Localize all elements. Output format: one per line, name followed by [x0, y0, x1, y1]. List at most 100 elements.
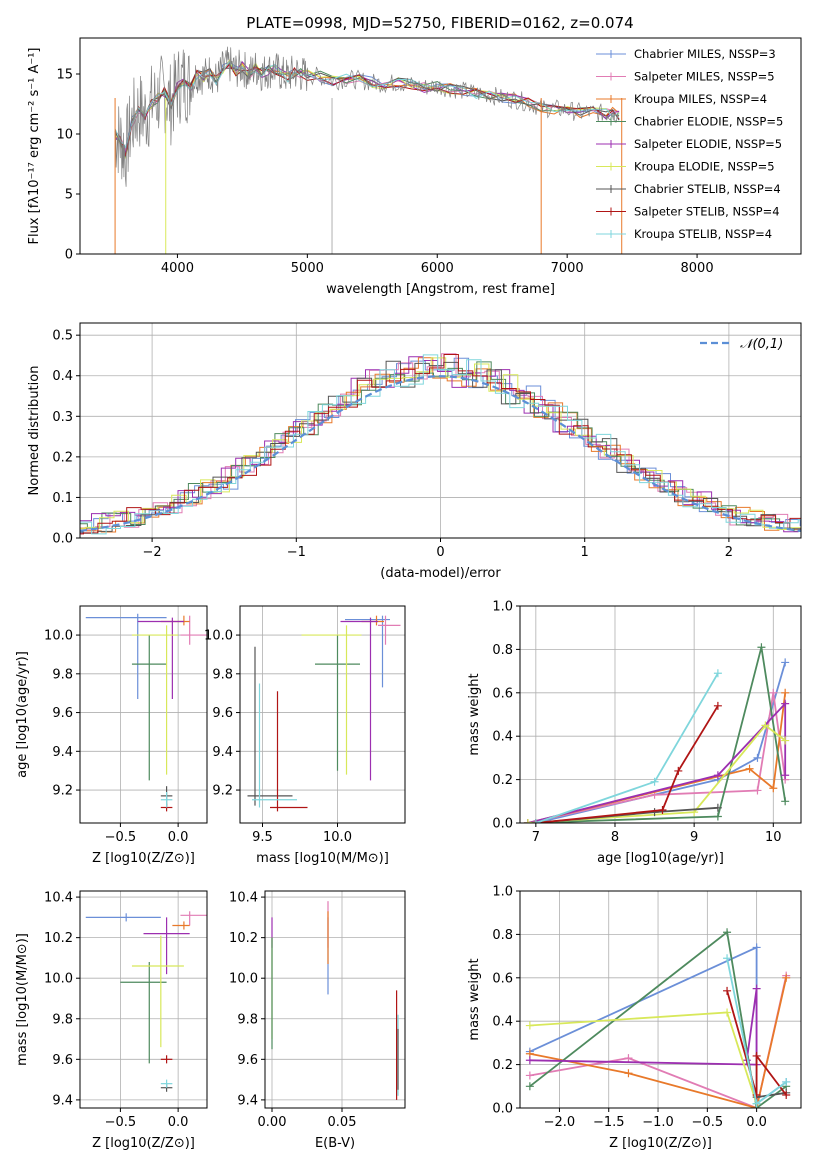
mass-weight-line: [527, 692, 787, 823]
x-tick-label: −0.5: [692, 1115, 724, 1130]
x-tick-label: −2: [143, 545, 162, 560]
y-tick-label: 9.4: [237, 1093, 258, 1108]
mass-weight-marker: [723, 928, 732, 937]
y-tick-label: 9.6: [212, 706, 233, 721]
plot-area-age-vs-Z: [85, 613, 207, 812]
mass-weight-marker: [781, 797, 790, 806]
y-tick-label: 9.6: [237, 1053, 258, 1068]
legend-label: Chabrier MILES, NSSP=3: [634, 47, 776, 61]
y-tick-label: 0.0: [52, 532, 73, 547]
y-tick-label: 0.4: [52, 369, 73, 384]
axes-frame: [264, 890, 406, 1109]
y-tick-label: 0: [65, 248, 73, 263]
axes-frame: [519, 890, 802, 1109]
x-tick-label: 9: [690, 830, 698, 845]
x-tick-label: −1.0: [642, 1115, 674, 1130]
y-tick-label: 1.0: [492, 885, 513, 900]
x-axis-label: Z [log10(Z/Z⊙)]: [92, 851, 195, 866]
y-axis-label: mass weight: [467, 673, 482, 755]
mass-weight-marker: [650, 777, 659, 786]
x-tick-label: 0.0: [168, 1115, 189, 1130]
mass-weight-line: [726, 990, 787, 1096]
x-tick-label: 2: [725, 545, 733, 560]
legend-marker: [607, 230, 615, 238]
x-tick-label: 9.5: [252, 830, 273, 845]
plot-area-mass-vs-Z: [85, 911, 207, 1092]
mass-weight-marker: [769, 784, 778, 793]
y-tick-label: 9.4: [52, 1093, 73, 1108]
mass-weight-marker: [781, 736, 790, 745]
mass-weight-marker: [723, 1008, 732, 1017]
panel-mass-weight-vs-Z: −2.0 −1.5 −1.0 −0.5 0.0 0.0 0.2 0.4 0.6 0.8 1.0 Z […: [467, 885, 802, 1151]
y-tick-label: 10.0: [229, 972, 258, 987]
mass-weight-marker: [781, 658, 790, 667]
mass-weight-line: [529, 1011, 758, 1104]
residual-histogram: [80, 354, 801, 535]
residual-legend: 𝒩(0,1): [700, 337, 783, 352]
mass-weight-marker: [713, 669, 722, 678]
model-spectrum-line: [114, 62, 620, 157]
x-tick-label: −2.0: [544, 1115, 576, 1130]
legend-marker: [607, 72, 615, 81]
y-tick-label: 9.6: [52, 706, 73, 721]
mass-weight-line: [527, 646, 787, 823]
residual-histogram: [80, 360, 801, 534]
mass-weight-marker: [761, 721, 770, 730]
mass-weight-marker: [624, 1054, 633, 1063]
y-tick-label: 0.1: [52, 491, 73, 506]
panel-mass-weight-vs-age: 7 8 9 10 0.0 0.2 0.4 0.6 0.8 1.0 age [log10(age/yr…: [467, 600, 802, 866]
spectrum-legend: Chabrier MILES, NSSP=3 Salpeter MILES, NS…: [596, 47, 783, 241]
y-tick-label: 9.4: [52, 745, 73, 760]
mass-weight-marker: [624, 1069, 633, 1078]
y-tick-label: 10.0: [44, 629, 73, 644]
y-tick-label: 0.2: [492, 773, 513, 788]
x-tick-label: 0.05: [328, 1115, 357, 1130]
x-tick-label: 4000: [161, 261, 194, 276]
mass-weight-marker: [781, 688, 790, 697]
x-tick-label: 5000: [291, 261, 324, 276]
residual-histogram: [80, 361, 801, 532]
x-tick-label: −1: [287, 545, 306, 560]
x-axis-label: E(B-V): [315, 1136, 355, 1151]
mass-weight-marker: [782, 973, 791, 982]
mass-weight-line: [527, 692, 787, 823]
y-tick-label: 9.2: [212, 784, 233, 799]
mass-weight-marker: [713, 803, 722, 812]
x-tick-label: 10: [765, 830, 782, 845]
y-tick-label: 9.8: [212, 667, 233, 682]
x-tick-label: 7000: [551, 261, 584, 276]
mass-weight-marker: [713, 701, 722, 710]
x-tick-label: 8000: [681, 261, 714, 276]
model-spectrum-line: [114, 63, 620, 157]
y-tick-label: 0.4: [492, 1015, 513, 1030]
y-tick-label: 10.0: [44, 972, 73, 987]
legend-marker: [607, 95, 615, 103]
panel-residuals: −2 −1 0 1 2 0.0 0.1 0.2 0.3 0.4 0.5 (data-model)/er…: [27, 322, 802, 581]
y-tick-label: 0.0: [492, 817, 513, 832]
x-axis-label: age [log10(age/yr)]: [597, 851, 724, 866]
x-tick-label: −0.5: [105, 1115, 137, 1130]
plot-area-mass-vs-EBV: [271, 901, 399, 1100]
axes-frame: [79, 890, 208, 1109]
y-tick-label: 9.8: [52, 1012, 73, 1027]
panel-mass-vs-Z: −0.5 0.0 9.4 9.6 9.8 10.0 10.2 10.4 Z [log10(Z/Z…: [15, 890, 208, 1151]
y-tick-label: 0.3: [52, 410, 73, 425]
x-tick-label: 0.00: [258, 1115, 287, 1130]
y-tick-label: 5: [65, 188, 73, 203]
x-axis-label: Z [log10(Z/Z⊙)]: [609, 1136, 712, 1151]
mass-weight-marker: [757, 643, 766, 652]
y-tick-label: 15: [56, 68, 73, 83]
panel-spectrum: 4000 5000 6000 7000 8000 0 5 10 15 wavelength [An…: [27, 37, 802, 297]
x-tick-label: 7: [532, 830, 540, 845]
legend-label: Kroupa STELIB, NSSP=4: [634, 227, 772, 241]
mass-weight-marker: [782, 1077, 791, 1086]
legend-label: Chabrier ELODIE, NSSP=5: [634, 115, 783, 129]
figure-title: PLATE=0998, MJD=52750, FIBERID=0162, z=0…: [246, 14, 633, 32]
y-tick-label: 10: [56, 128, 73, 143]
x-tick-label: 1: [581, 545, 589, 560]
mass-weight-marker: [781, 771, 790, 780]
mass-weight-line: [529, 930, 787, 1108]
residual-histogram: [80, 354, 801, 535]
axes-frame: [79, 37, 802, 255]
mass-weight-marker: [713, 771, 722, 780]
